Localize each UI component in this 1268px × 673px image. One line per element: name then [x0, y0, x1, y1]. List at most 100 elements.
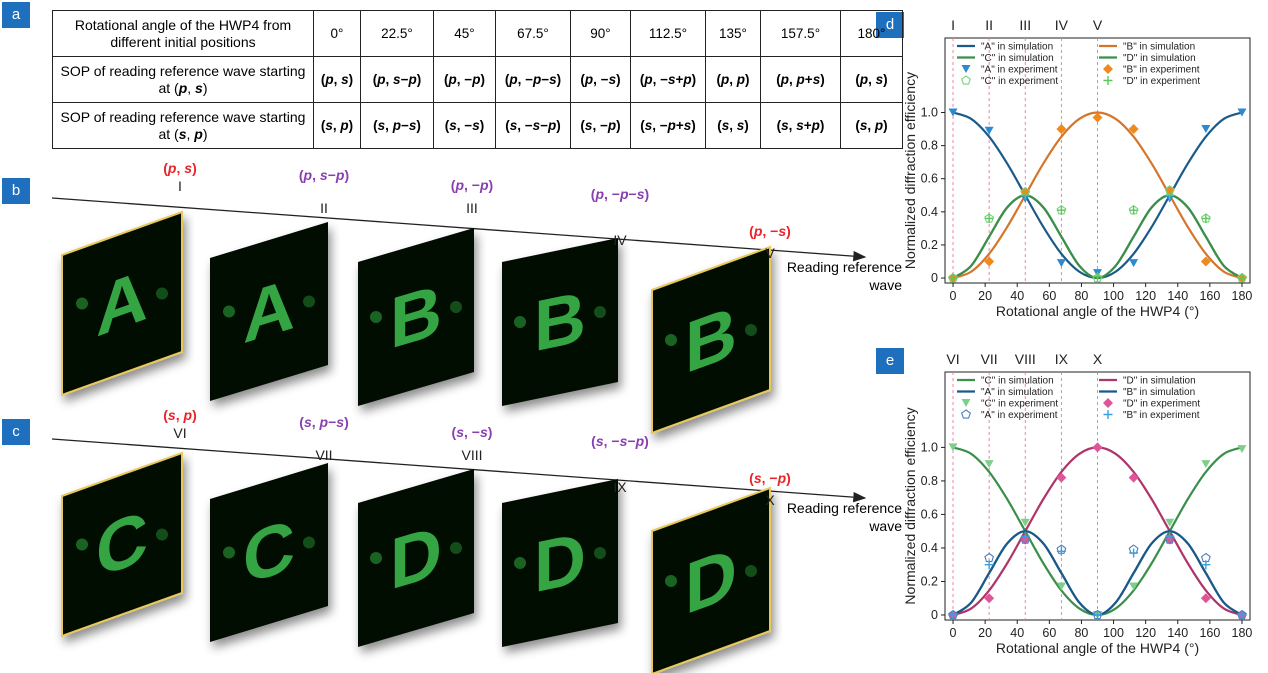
table-cell: (s, p−s) [361, 103, 434, 149]
hologram-letter: D [534, 517, 586, 608]
y-tick-label: 0.4 [921, 205, 938, 219]
panel-label: c [12, 423, 20, 440]
x-tick-label: 20 [978, 289, 992, 303]
annotation-label: X [1093, 351, 1103, 367]
legend-swatch [1104, 76, 1113, 85]
annotation-label: V [1093, 17, 1103, 33]
x-tick-label: 140 [1167, 289, 1188, 303]
station-numeral: II [320, 200, 328, 216]
sop-label: (p, s−p) [299, 167, 349, 183]
table-cell: 112.5° [631, 11, 706, 57]
annotation-label: IV [1055, 17, 1069, 33]
x-tick-label: 0 [950, 626, 957, 640]
table-cell: (s, −s−p) [496, 103, 571, 149]
station-numeral: III [466, 200, 478, 216]
x-tick-label: 100 [1103, 289, 1124, 303]
table-cell: (p, p) [706, 57, 761, 103]
data-point [1129, 548, 1138, 557]
data-point [1057, 547, 1066, 556]
y-tick-label: 0.2 [921, 574, 938, 588]
x-tick-label: 60 [1042, 626, 1056, 640]
table-cell: (s, −p) [571, 103, 631, 149]
sop-table: Rotational angle of the HWP4 from differ… [52, 10, 903, 149]
table-cell: (p, s) [841, 57, 903, 103]
data-point [1129, 259, 1138, 267]
sop-label: (s, p) [163, 407, 196, 423]
legend-label: "B" in simulation [1123, 387, 1195, 398]
table-cell: Rotational angle of the HWP4 from differ… [53, 11, 314, 57]
annotation-label: IX [1055, 351, 1069, 367]
hologram-dot [303, 296, 315, 308]
hologram-dot [514, 557, 526, 569]
panel-label: e [886, 352, 894, 369]
hologram-dot [156, 529, 168, 541]
hologram-dot [370, 552, 382, 564]
hologram-dot [303, 537, 315, 549]
table-row: SOP of reading reference wave starting a… [53, 57, 903, 103]
hologram-dot [156, 288, 168, 300]
table-row: SOP of reading reference wave starting a… [53, 103, 903, 149]
x-tick-label: 80 [1074, 289, 1088, 303]
station-numeral: VIII [461, 447, 482, 463]
panel-label: a [12, 6, 21, 23]
y-axis-label: Normalized diffraction efficiency [902, 72, 918, 269]
legend-swatch [962, 410, 971, 418]
x-tick-label: 120 [1135, 289, 1156, 303]
x-tick-label: 120 [1135, 626, 1156, 640]
legend-label: "A" in experiment [981, 65, 1058, 76]
legend-label: "D" in experiment [1123, 76, 1200, 87]
station-numeral: VII [315, 447, 332, 463]
hologram-dot [594, 306, 606, 318]
annotation-label: III [1019, 17, 1031, 33]
hologram-dot [665, 334, 677, 346]
y-tick-label: 0.6 [921, 507, 938, 521]
y-axis-label: Normalized diffraction efficiency [902, 407, 918, 604]
y-tick-label: 0 [931, 608, 938, 622]
x-axis-label: Rotational angle of the HWP4 (°) [996, 640, 1199, 656]
legend-swatch [962, 76, 971, 84]
legend-label: "B" in experiment [1123, 65, 1200, 76]
sop-label: (s, −s−p) [591, 433, 649, 449]
legend-label: "A" in simulation [981, 42, 1053, 53]
station-numeral: X [765, 492, 775, 508]
table-cell: 157.5° [761, 11, 841, 57]
table-cell: (p, −p) [434, 57, 496, 103]
hologram-dot [665, 575, 677, 587]
x-tick-label: 140 [1167, 626, 1188, 640]
sop-label: (p, s) [163, 160, 196, 176]
x-tick-label: 180 [1232, 289, 1253, 303]
x-tick-label: 160 [1199, 626, 1220, 640]
legend-label: "D" in experiment [1123, 399, 1200, 410]
table-cell: 90° [571, 11, 631, 57]
hologram-letter: A [243, 262, 295, 359]
hologram-dot [745, 565, 757, 577]
panel-label: b [12, 182, 20, 199]
table-cell: (s, p) [314, 103, 361, 149]
table-cell: 45° [434, 11, 496, 57]
legend-label: "D" in simulation [1123, 53, 1196, 64]
y-tick-label: 0.6 [921, 172, 938, 186]
table-cell: (p, s) [314, 57, 361, 103]
table-cell: 22.5° [361, 11, 434, 57]
legend-label: "C" in simulation [981, 376, 1054, 387]
table-cell: (s, −p+s) [631, 103, 706, 149]
data-point [1057, 259, 1066, 267]
hologram-dot [745, 324, 757, 336]
legend-label: "B" in simulation [1123, 42, 1195, 53]
sop-label: (p, −s) [749, 223, 791, 239]
y-tick-label: 0.8 [921, 474, 938, 488]
legend-swatch [1103, 398, 1113, 408]
x-tick-label: 100 [1103, 626, 1124, 640]
sop-label: (p, −p−s) [591, 186, 649, 202]
y-tick-label: 1.0 [921, 105, 938, 119]
legend-swatch [1104, 410, 1113, 419]
hologram-letter: B [390, 268, 442, 365]
wave-label: Reading reference wave [782, 258, 902, 294]
table-cell: 135° [706, 11, 761, 57]
station-numeral: I [178, 178, 182, 194]
sop-label: (s, p−s) [299, 414, 348, 430]
hologram-dot [450, 542, 462, 554]
annotation-label: VII [981, 351, 998, 367]
annotation-label: VI [946, 351, 959, 367]
annotation-label: II [985, 17, 993, 33]
